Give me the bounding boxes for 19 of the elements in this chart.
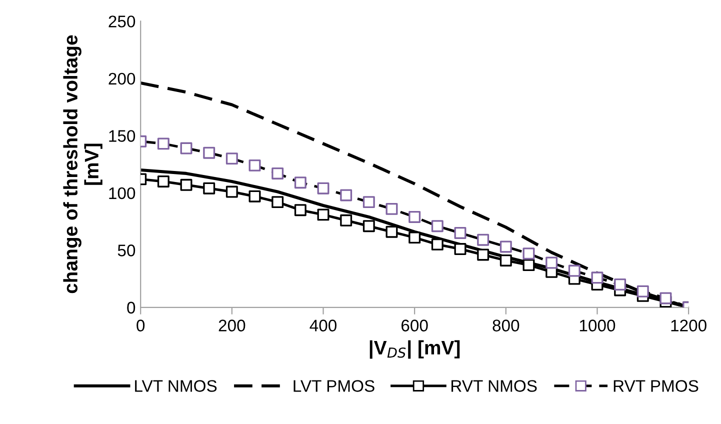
y-tick-label: 150 bbox=[109, 130, 136, 142]
x-tick-label: 800 bbox=[492, 320, 520, 332]
legend-label: LVT PMOS bbox=[294, 380, 374, 392]
legend-label: LVT NMOS bbox=[135, 380, 217, 392]
x-tick-label: 1200 bbox=[671, 320, 706, 332]
y-tick-label: 250 bbox=[108, 16, 136, 28]
legend-label: RVT NMOS bbox=[452, 380, 537, 392]
y-tick-label: 50 bbox=[118, 244, 136, 256]
y-tick-label: 200 bbox=[108, 72, 136, 85]
x-axis-title: |V$_{DS}$| [mV] bbox=[370, 340, 460, 359]
y-tick-label: 0 bbox=[127, 302, 136, 314]
y-tick-label: 100 bbox=[109, 187, 136, 200]
y-axis-title: change of threshold voltage [mV] bbox=[63, 35, 102, 294]
x-tick-label: 400 bbox=[310, 320, 336, 332]
legend-label: RVT PMOS bbox=[614, 380, 698, 392]
x-tick-label: 1000 bbox=[580, 320, 616, 332]
x-tick-label: 600 bbox=[402, 320, 428, 332]
x-tick-label: 200 bbox=[218, 320, 246, 332]
x-tick-label: 0 bbox=[136, 320, 145, 332]
